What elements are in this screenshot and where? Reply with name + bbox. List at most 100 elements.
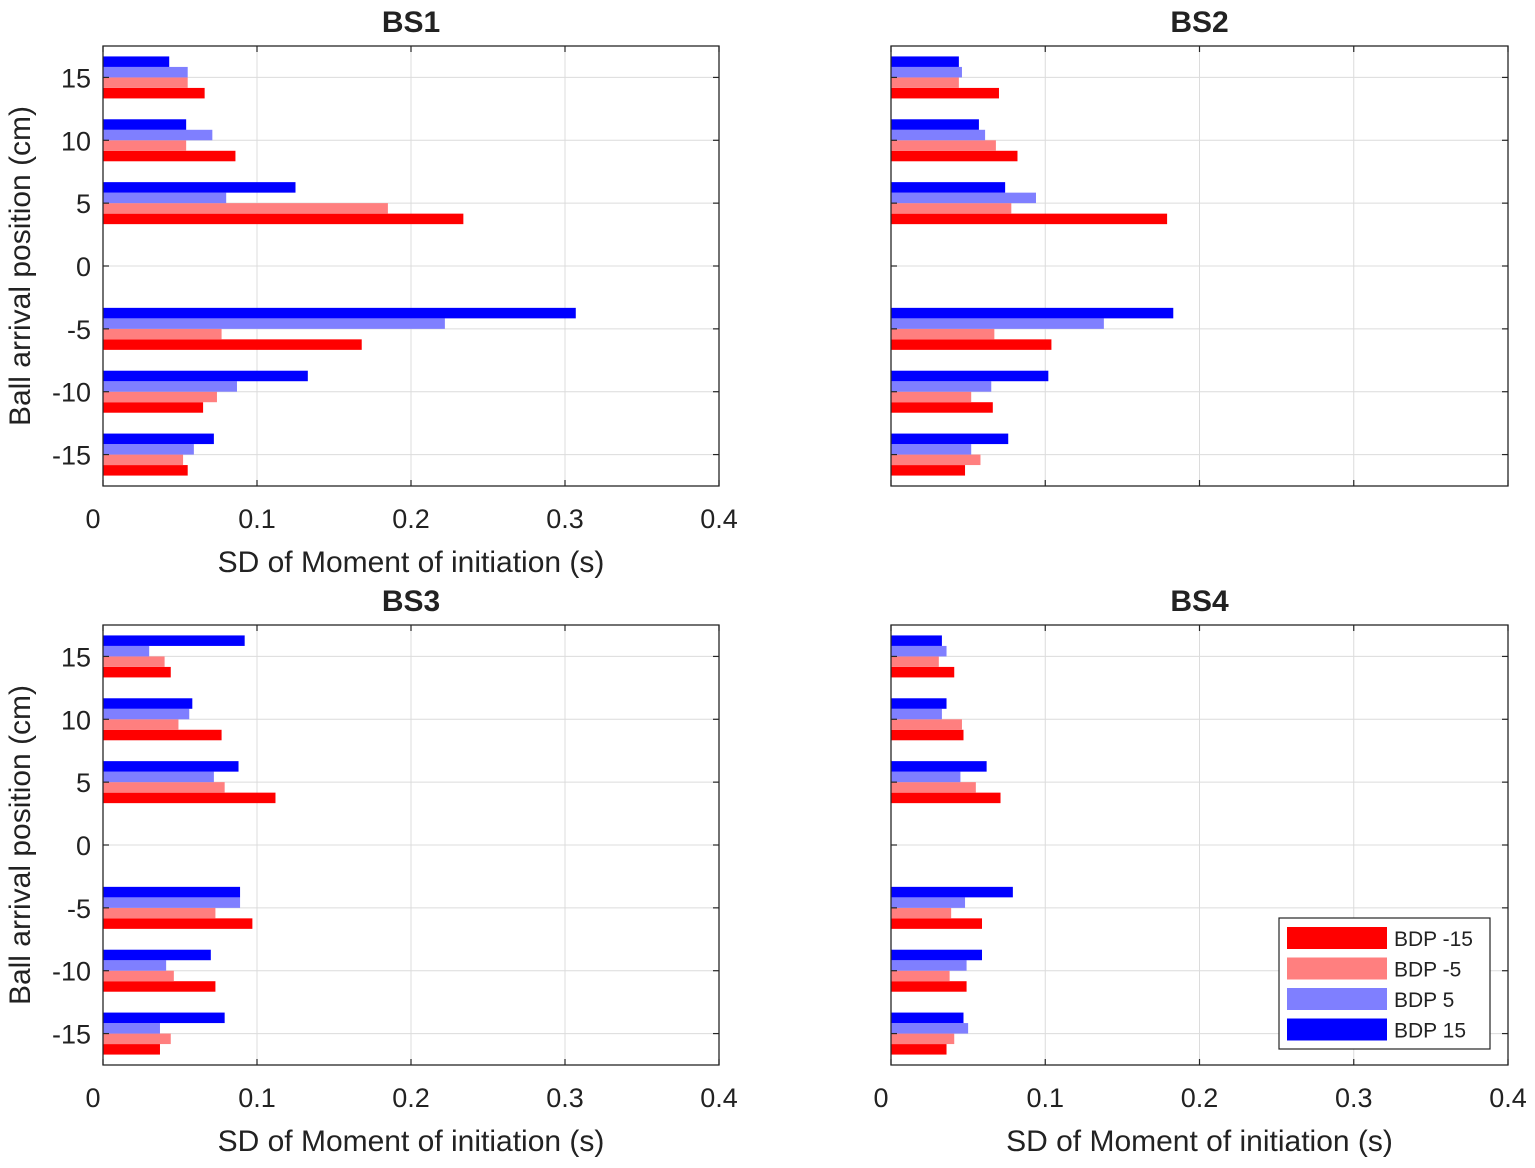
legend-label: BDP -5 [1394,959,1461,982]
bar-bdpm15-15 [103,87,205,99]
bar-bdp5-15 [891,645,947,657]
bar-bdpm15-10 [891,729,964,741]
bar-bdpm5--10 [891,970,950,982]
y-tick-label: -10 [52,378,91,408]
bar-bdpm15-10 [891,150,1018,162]
bar-bdp15--10 [103,370,308,382]
bar-bdp15-15 [891,635,942,646]
y-axis-label: Ball arrival position (cm) [4,685,37,1005]
x-tick-label: 0.4 [700,504,738,534]
y-tick-label: 0 [76,252,91,282]
bar-bdp15-15 [103,56,170,67]
legend: BDP -15 BDP -5 BDP 5 BDP 15 [1278,917,1491,1050]
bar-bdp5--10 [103,381,237,392]
bar-bdpm5-10 [103,140,187,151]
bar-bdpm15-15 [891,87,999,99]
bar-bdp15-10 [103,698,193,709]
bar-bdpm15--15 [103,465,188,476]
bar-bdp15-5 [891,182,1006,193]
bar-bdp5--5 [103,318,445,329]
bar-bdp15-5 [891,761,987,772]
bar-bdpm5-10 [891,719,962,730]
bar-bdp15--10 [891,370,1049,382]
bar-bdp5--15 [103,1023,160,1034]
bar-bdp5--10 [891,960,967,971]
bar-bdpm5-5 [891,203,1012,214]
bar-bdp15--15 [891,433,1009,445]
bar-bdpm15--5 [103,339,362,350]
x-tick-label: 0.2 [392,1083,430,1113]
bar-bdpm5-5 [103,782,225,793]
bar-bdp5-5 [103,192,227,204]
bar-bdpm15--5 [103,918,253,929]
bar-bdp5--5 [891,318,1104,329]
bar-bdp15--10 [891,949,983,961]
legend-label: BDP 15 [1394,1020,1466,1043]
y-tick-label: -5 [67,315,91,345]
bar-bdpm5--15 [103,454,184,466]
x-tick-label: 0 [85,1083,100,1113]
bar-bdp5-15 [103,66,188,78]
bar-bdpm5-5 [103,203,388,214]
x-axis-label: SD of Moment of initiation (s) [218,546,605,579]
bar-bdp5-15 [891,66,962,78]
panel-bs4: 0 0.1 0.2 0.3 0.4 BS4 SD of Moment of initiati… [873,585,1526,1158]
bar-bdp5--15 [891,1023,969,1034]
bar-bdp5--5 [891,897,966,908]
bar-bdp5--10 [891,381,992,392]
bar-bdpm15-5 [103,213,464,225]
bar-bdpm15--10 [103,402,204,413]
bar-bdpm5-15 [103,656,165,667]
y-tick-label: 15 [61,63,91,93]
y-tick-label: 5 [76,189,91,219]
legend-label: BDP -15 [1394,928,1473,951]
bar-bdpm5-15 [103,77,188,88]
panel-title: BS4 [1170,585,1229,618]
bar-bdpm5--5 [891,328,995,340]
bar-bdp15-15 [103,635,245,646]
bar-bdpm15--10 [103,981,216,992]
y-tick-label: 15 [61,642,91,672]
bar-bdp15-5 [103,182,296,193]
x-tick-label: 0.3 [546,1083,584,1113]
bar-bdp5-10 [891,708,942,720]
panel-bs1: 15 10 5 0 -5 -10 -15 0 0.1 0.2 0.3 0.4 BS1 SD of Mome… [4,6,738,579]
bar-bdp5-15 [103,645,150,657]
bar-bdpm15--5 [891,918,983,929]
bar-bdp15-10 [891,698,947,709]
bar-bdpm5-15 [891,656,939,667]
bar-bdp15--5 [891,307,1174,319]
bar-bdp5-5 [103,771,214,783]
x-tick-label: 0.1 [1026,1083,1064,1113]
legend-swatch [1287,957,1387,980]
y-axis-label: Ball arrival position (cm) [4,106,37,426]
bar-bdp15-10 [891,119,979,130]
y-tick-label: 5 [76,768,91,798]
x-tick-label: 0.2 [1181,1083,1219,1113]
bar-bdp5-10 [103,129,213,141]
bar-bdpm15-15 [891,666,955,678]
legend-label: BDP 5 [1394,989,1454,1012]
bar-bdpm15--10 [891,402,993,413]
bar-bdpm5-10 [103,719,179,730]
y-tick-label: -15 [52,1020,91,1050]
y-tick-label: -5 [67,894,91,924]
panel-title: BS3 [382,585,440,618]
x-tick-label: 0.3 [1335,1083,1373,1113]
bar-bdp5--15 [103,444,194,455]
bar-bdpm5-10 [891,140,996,151]
bar-bdp15--10 [103,949,211,961]
x-axis-label: SD of Moment of initiation (s) [218,1125,605,1158]
bar-bdp15-10 [103,119,187,130]
bar-bdpm15--15 [891,1044,947,1055]
bar-bdpm15-10 [103,150,236,162]
x-tick-label: 0.4 [700,1083,738,1113]
bar-bdp15--5 [103,886,241,898]
legend-swatch [1287,927,1387,949]
bar-bdp5-5 [891,771,961,783]
bar-bdp15-15 [891,56,959,67]
bar-bdpm15-10 [103,729,222,741]
bar-bdpm5--15 [103,1033,171,1045]
x-axis-label: SD of Moment of initiation (s) [1006,1125,1393,1158]
